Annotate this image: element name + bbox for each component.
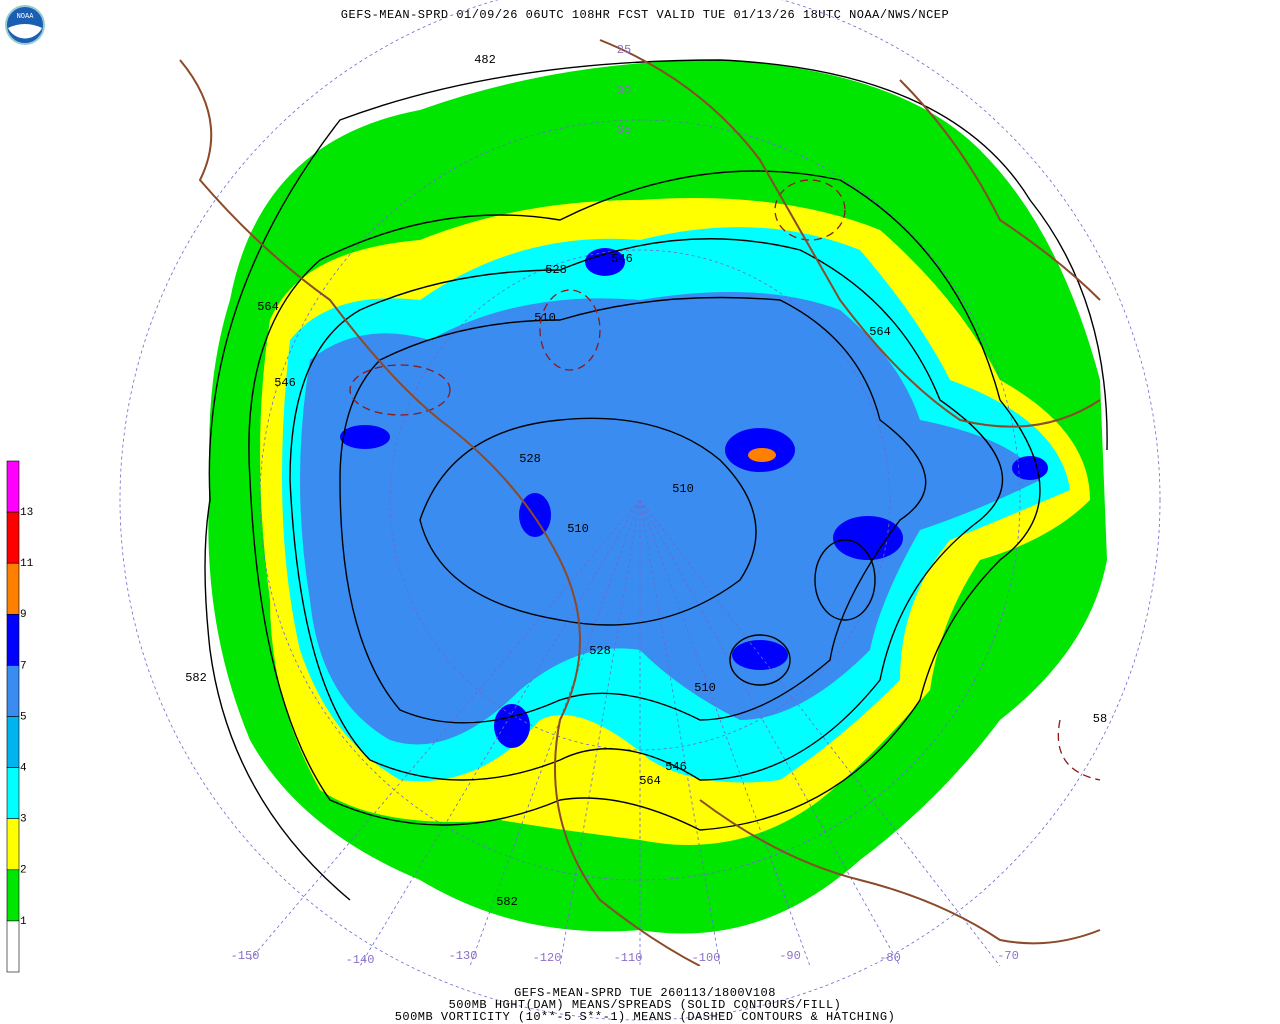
coastlines	[179, 39, 1101, 967]
vorticity-contours	[349, 179, 1101, 781]
legend-swatch	[6, 665, 20, 717]
footer-line: 500MB VORTICITY (10**-5 S**-1) MEANS (DA…	[395, 1010, 896, 1024]
legend-label: 13	[20, 507, 33, 519]
contour-label: 510	[694, 681, 716, 695]
contour-label: 510	[672, 482, 694, 496]
contour-label: 510	[567, 522, 589, 536]
spread-max-inner	[748, 448, 776, 462]
contour-label: 510	[534, 311, 556, 325]
noaa-logo: NOAA	[5, 5, 45, 45]
contour-label: 564	[257, 300, 279, 314]
title: GEFS-MEAN-SPRD 01/09/26 06UTC 108HR FCST…	[341, 8, 949, 22]
legend: 13 11 9 7 5 4 3 2 1	[6, 460, 34, 973]
contour-label: 582	[185, 671, 207, 685]
logo-text: NOAA	[17, 13, 35, 21]
longitude-label: -110	[614, 951, 643, 965]
longitude-label: -80	[879, 951, 901, 965]
contour-label: 528	[519, 452, 541, 466]
legend-swatch	[6, 613, 20, 666]
contour-label: 564	[869, 325, 891, 339]
legend-label: 7	[20, 660, 27, 672]
contour-label: 482	[474, 53, 496, 67]
legend-label: 4	[20, 763, 27, 775]
legend-swatch	[6, 716, 20, 768]
longitude-label: -90	[779, 949, 801, 963]
map-edge	[173, 966, 1107, 967]
legend-swatch	[6, 920, 20, 973]
contour-label: 528	[589, 644, 611, 658]
latitude-label: 25	[617, 43, 631, 57]
longitude-grid	[119, 0, 1161, 1021]
legend-label: 2	[20, 865, 27, 877]
contour-label: 564	[639, 774, 661, 788]
contour-label: 546	[274, 376, 296, 390]
contour-labels: 482 564 546 528 510 546 528 510 510 564 …	[185, 53, 1107, 909]
legend-swatch	[6, 562, 20, 615]
contour-label: 546	[665, 760, 687, 774]
map: 482 564 546 528 510 546 528 510 510 564 …	[119, 0, 1161, 1021]
legend-swatch	[6, 869, 20, 922]
footer-line: GEFS-MEAN-SPRD TUE 260113/1800V108	[514, 986, 776, 1000]
longitude-label: -150	[231, 949, 260, 963]
legend-swatch	[6, 511, 20, 564]
height-contours	[204, 59, 1108, 901]
logo-wave	[8, 24, 42, 39]
contour-label: 58	[1093, 712, 1107, 726]
legend-swatch	[6, 767, 20, 819]
spread-max	[519, 493, 551, 537]
spread-max	[340, 425, 390, 449]
legend-label: 9	[20, 609, 27, 621]
legend-label: 11	[20, 558, 34, 570]
longitude-label: -130	[449, 949, 478, 963]
longitude-label: -120	[533, 951, 562, 965]
legend-label: 3	[20, 814, 27, 826]
contour-label: 528	[545, 263, 567, 277]
longitude-label: -140	[346, 953, 375, 967]
legend-label: 5	[20, 711, 27, 723]
longitude-label: -100	[692, 951, 721, 965]
spread-fill-4	[300, 292, 1040, 745]
contour-label: 546	[611, 252, 633, 266]
legend-label: 1	[20, 916, 27, 928]
legend-swatch	[6, 460, 20, 513]
spread-max	[732, 640, 788, 670]
longitude-label: -70	[997, 949, 1019, 963]
spread-max	[585, 248, 625, 276]
contour-label: 582	[496, 895, 518, 909]
legend-swatch	[6, 818, 20, 871]
latitude-label: 30	[617, 84, 631, 98]
footer-line: 500MB HGHT(DAM) MEANS/SPREADS (SOLID CON…	[449, 998, 842, 1012]
latitude-label: 35	[617, 123, 631, 137]
spread-max	[494, 704, 530, 748]
spread-max	[1012, 456, 1048, 480]
